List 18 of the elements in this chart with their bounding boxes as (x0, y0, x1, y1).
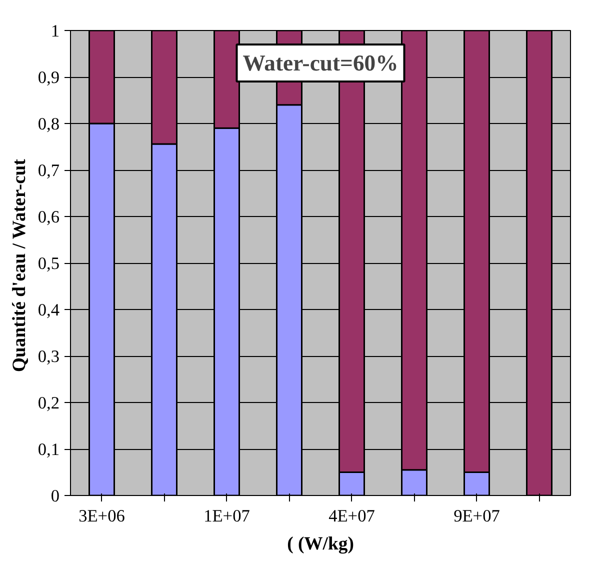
annotation: Water-cut=60% (242, 50, 398, 76)
x-tick-label: 3E+06 (78, 506, 126, 526)
y-tick-label: 0,7 (38, 161, 60, 180)
y-tick-label: 0,2 (38, 394, 60, 412)
x-tick-label: 9E+07 (454, 506, 500, 526)
x-tick-label: 1E+07 (204, 506, 250, 526)
y-tick-label: 0,5 (38, 254, 60, 273)
y-tick-label: 0,9 (38, 68, 60, 87)
y-tick-label: 1 (50, 22, 60, 40)
y-tick-label: 0 (50, 486, 60, 506)
y-tick-label: 0,3 (38, 347, 60, 366)
x-axis-title: ( (W/kg) (287, 534, 354, 554)
y-axis-title: Quantité d'eau / Water-cut (8, 158, 30, 372)
y-tick-label: 0,1 (38, 440, 60, 459)
y-tick-label: 0,8 (38, 114, 60, 134)
y-tick-label: 0,6 (38, 208, 60, 226)
x-tick-label: 4E+07 (328, 506, 376, 526)
y-tick-label: 0,4 (38, 300, 60, 320)
